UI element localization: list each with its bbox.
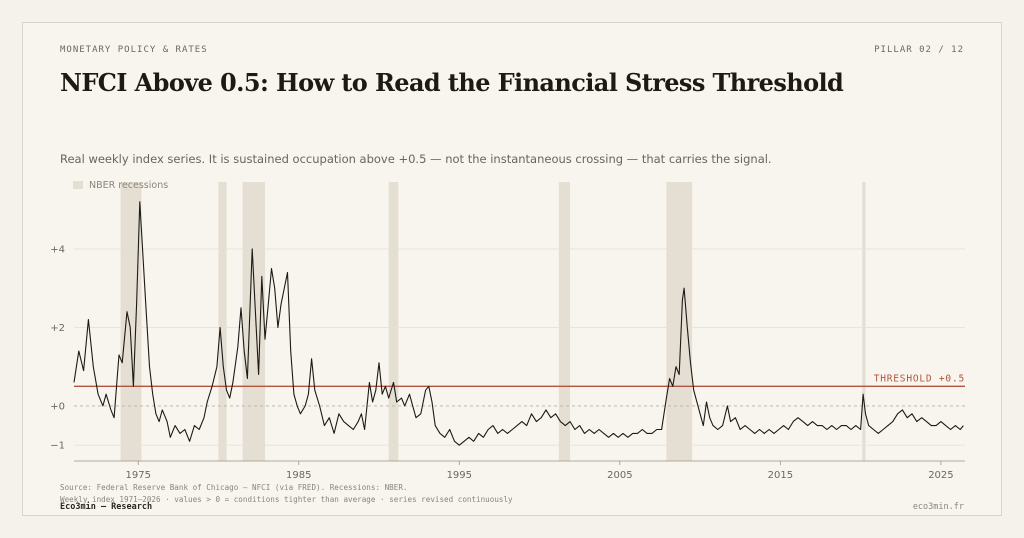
x-tick-label: 1985 (286, 470, 311, 481)
legend: NBER recessions (73, 180, 168, 191)
y-tick-label: −1 (50, 441, 65, 452)
recession-bands (120, 182, 866, 461)
y-tick-label: +4 (50, 244, 65, 255)
x-tick-label: 1995 (447, 470, 472, 481)
recession-band-5 (666, 182, 693, 461)
axis-ticks: −1 +0 +2 +4 1975 1985 1995 2005 2015 2025 (50, 244, 953, 481)
nfci-series-line (73, 201, 964, 446)
gridlines (74, 248, 965, 446)
recession-band-4 (558, 182, 571, 461)
recession-band-3 (388, 182, 399, 461)
brand-name: Eco3min — Research (60, 502, 153, 512)
x-tick-label: 2015 (768, 470, 793, 481)
page-subtitle: Real weekly index series. It is sustaine… (60, 152, 772, 166)
legend-swatch-recession (73, 181, 83, 189)
recession-band-0 (120, 182, 142, 461)
recession-band-6 (862, 182, 866, 461)
page-title: NFCI Above 0.5: How to Read the Financia… (60, 68, 844, 97)
recession-band-2 (242, 182, 266, 461)
legend-label-recession: NBER recessions (89, 180, 168, 191)
y-tick-label: +2 (50, 323, 65, 334)
x-tick-label: 1975 (125, 470, 150, 481)
x-tick-label: 2005 (607, 470, 632, 481)
threshold-label: THRESHOLD +0.5 (874, 373, 965, 384)
y-tick-label: +0 (50, 401, 65, 412)
category-eyebrow: MONETARY POLICY & RATES (60, 45, 208, 55)
source-line-1: Source: Federal Reserve Bank of Chicago … (60, 483, 408, 492)
source-note: Source: Federal Reserve Bank of Chicago … (60, 482, 513, 506)
card-frame (22, 22, 1002, 516)
x-tick-label: 2025 (928, 470, 953, 481)
site-link[interactable]: eco3min.fr (912, 502, 964, 512)
source-line-2: Weekly index 1971–2026 · values > 0 = co… (60, 495, 513, 504)
pillar-counter: PILLAR 02 / 12 (874, 45, 964, 55)
recession-band-1 (218, 182, 227, 461)
